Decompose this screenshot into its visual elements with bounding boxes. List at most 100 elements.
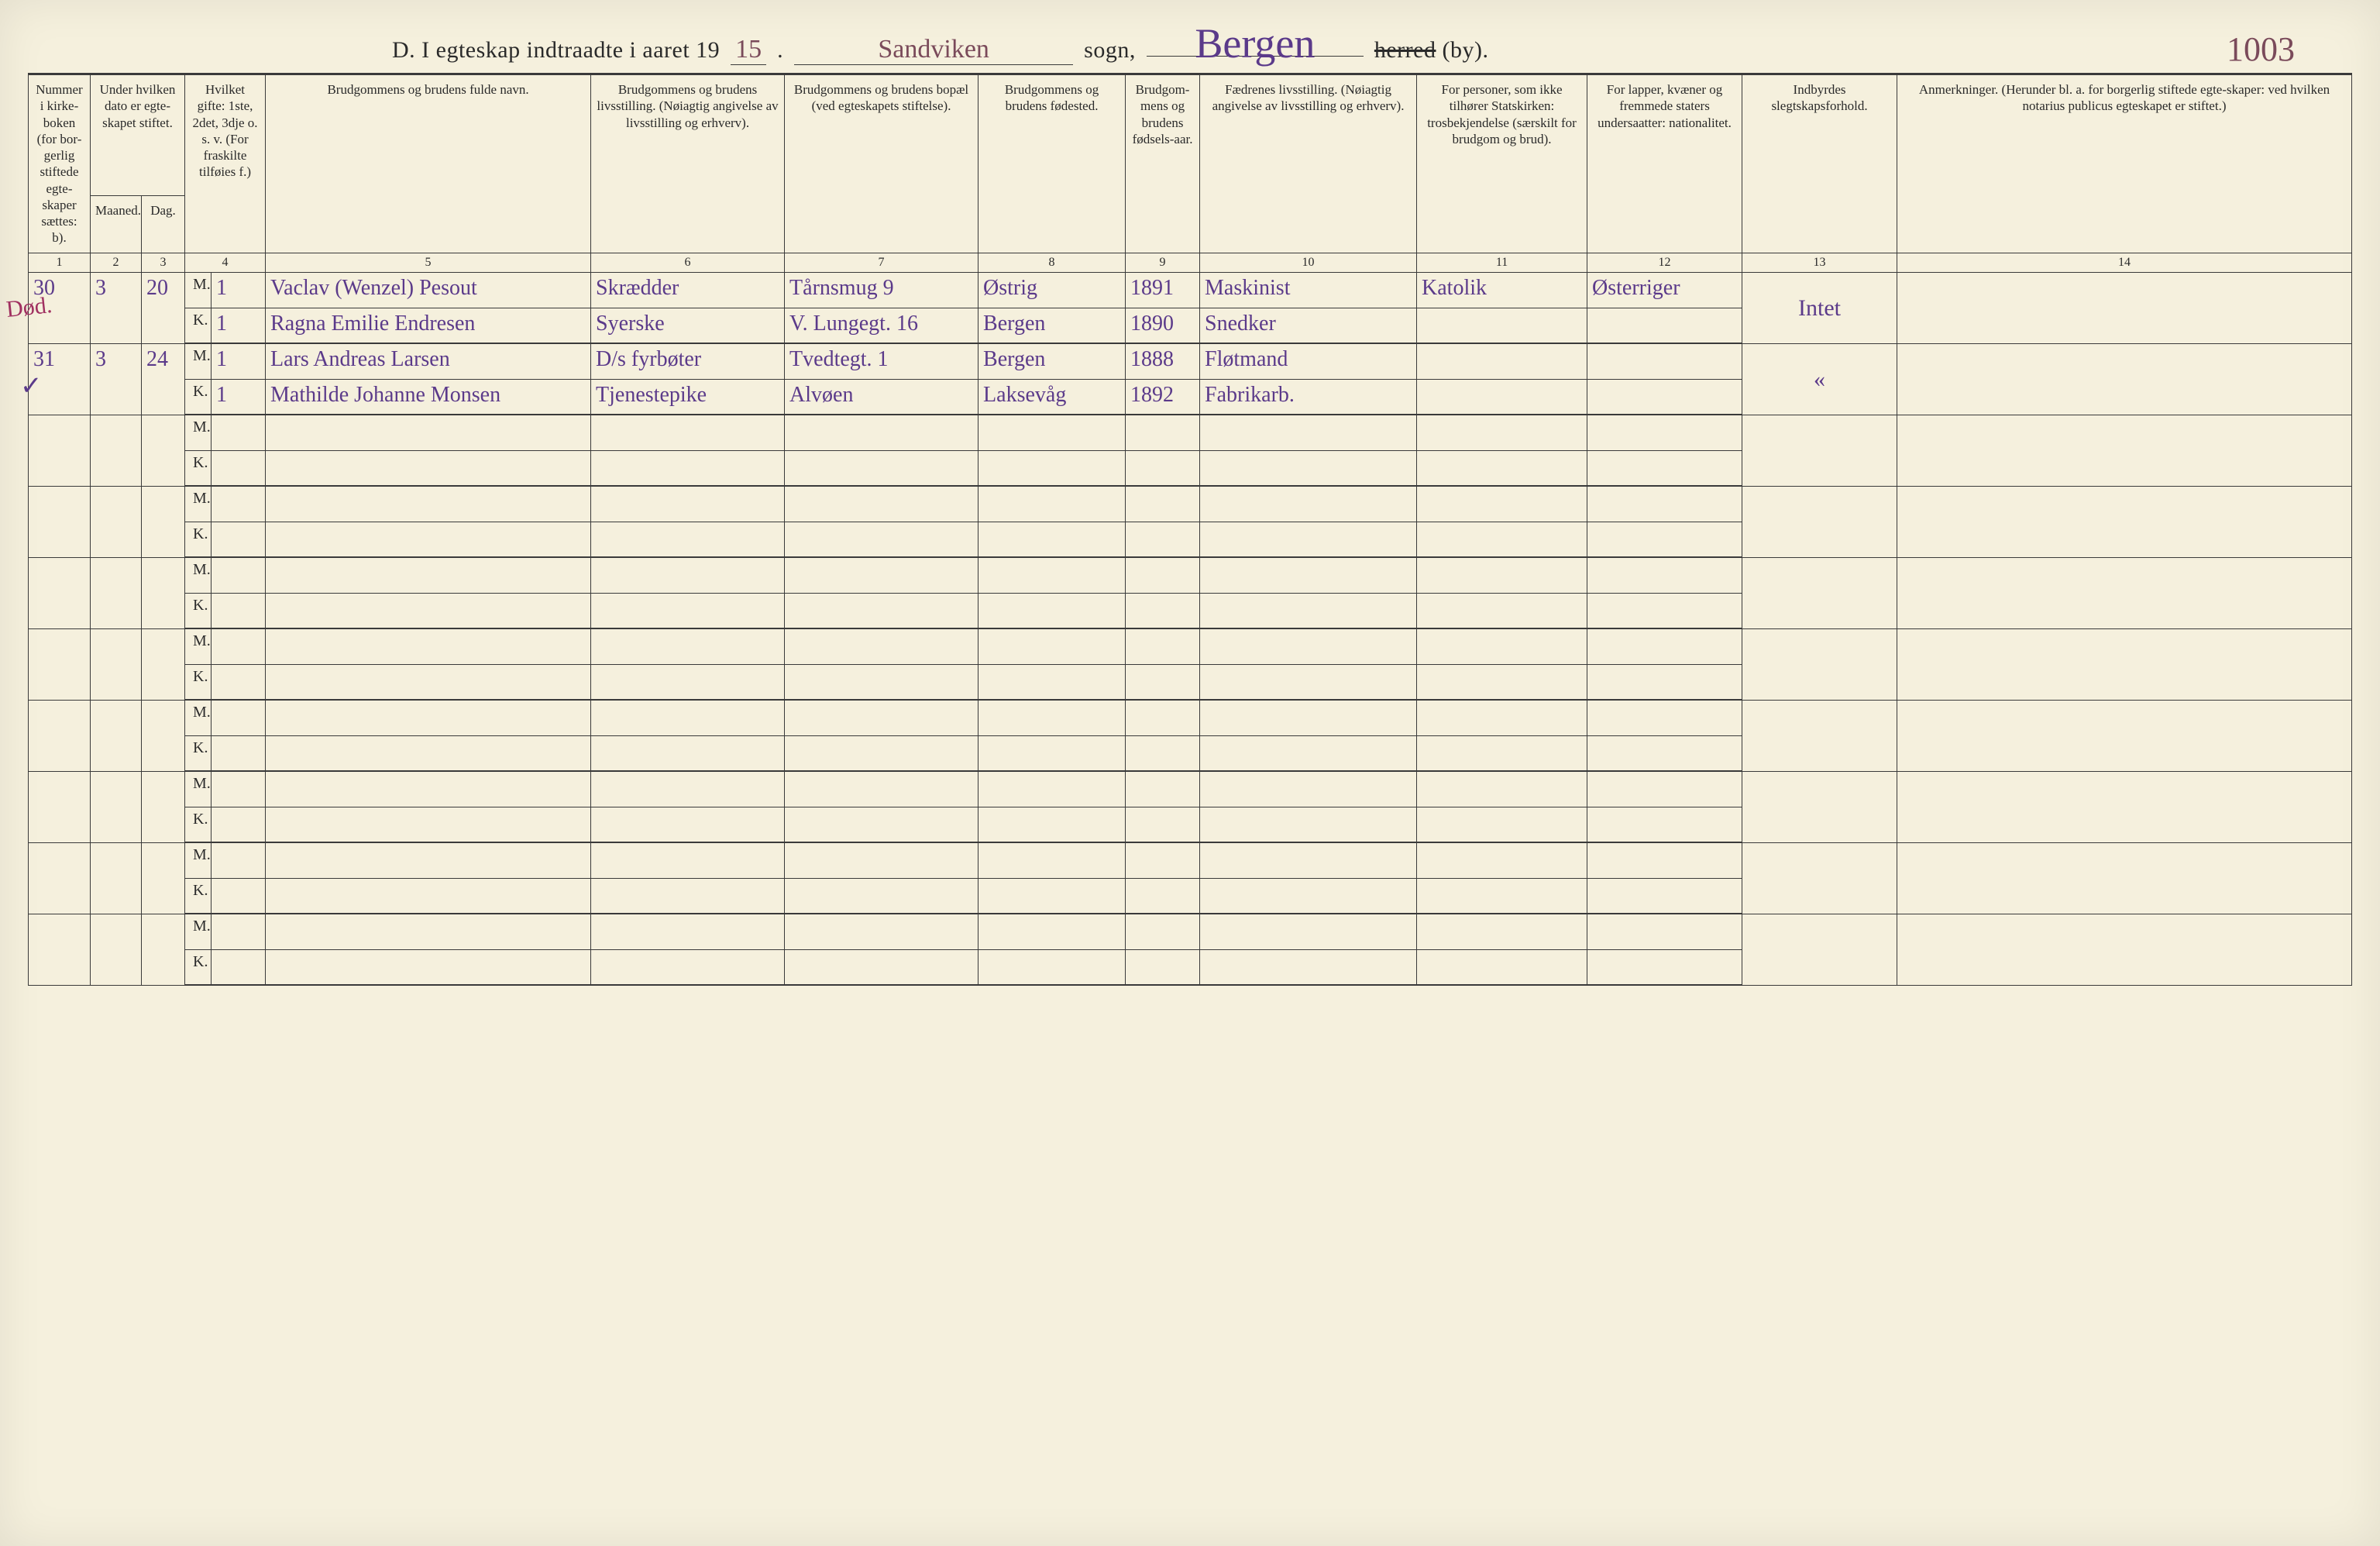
cell-fodested xyxy=(978,735,1126,771)
cell-navn: Mathilde Johanne Monsen xyxy=(266,379,591,415)
colnum-10: 10 xyxy=(1200,253,1417,272)
cell-aar: 1888 xyxy=(1126,343,1200,379)
cell-aar xyxy=(1126,807,1200,842)
cell-slekt xyxy=(1742,557,1897,628)
cell-navn xyxy=(266,486,591,522)
cell-navn xyxy=(266,450,591,486)
col-header-2b: Dag. xyxy=(142,195,185,253)
cell-gifte xyxy=(212,450,266,486)
cell-anm xyxy=(1897,771,2352,842)
cell-dag: 20 xyxy=(142,272,185,343)
title-herred-strike: herred xyxy=(1374,37,1436,63)
table-body: 30320M.1Vaclav (Wenzel) PesoutSkrædderTå… xyxy=(29,272,2352,985)
cell-far: Maskinist xyxy=(1200,272,1417,308)
cell-tros xyxy=(1417,415,1587,450)
colnum-12: 12 xyxy=(1587,253,1742,272)
cell-navn xyxy=(266,807,591,842)
cell-aar xyxy=(1126,522,1200,557)
cell-dag xyxy=(142,557,185,628)
table-row: M. xyxy=(29,914,2352,949)
margin-note-1: Død. xyxy=(5,292,53,323)
cell-fodested xyxy=(978,914,1126,949)
cell-slekt xyxy=(1742,486,1897,557)
cell-mk-m: M. xyxy=(185,842,212,878)
cell-num xyxy=(29,628,91,700)
cell-maaned: 3 xyxy=(91,272,142,343)
cell-tros xyxy=(1417,878,1587,914)
cell-stilling xyxy=(591,878,785,914)
cell-navn xyxy=(266,593,591,628)
cell-nation xyxy=(1587,379,1742,415)
cell-maaned xyxy=(91,771,142,842)
cell-aar xyxy=(1126,949,1200,985)
cell-mk-k: K. xyxy=(185,807,212,842)
cell-tros xyxy=(1417,379,1587,415)
cell-aar xyxy=(1126,628,1200,664)
colnum-14: 14 xyxy=(1897,253,2352,272)
cell-tros xyxy=(1417,628,1587,664)
cell-maaned xyxy=(91,486,142,557)
cell-nation xyxy=(1587,914,1742,949)
cell-far xyxy=(1200,450,1417,486)
cell-navn xyxy=(266,771,591,807)
colnum-2: 2 xyxy=(91,253,142,272)
table-row: M. xyxy=(29,557,2352,593)
cell-far xyxy=(1200,664,1417,700)
cell-num xyxy=(29,415,91,486)
title-prefix: D. I egteskap indtraadte i aaret 19 xyxy=(392,37,720,64)
colnum-4: 4 xyxy=(185,253,266,272)
cell-tros xyxy=(1417,343,1587,379)
cell-stilling: D/s fyrbøter xyxy=(591,343,785,379)
cell-bopel xyxy=(785,557,978,593)
cell-anm xyxy=(1897,914,2352,985)
cell-aar xyxy=(1126,450,1200,486)
cell-far xyxy=(1200,557,1417,593)
cell-gifte xyxy=(212,949,266,985)
cell-nation xyxy=(1587,308,1742,343)
cell-fodested xyxy=(978,807,1126,842)
cell-nation xyxy=(1587,735,1742,771)
cell-gifte xyxy=(212,735,266,771)
cell-navn: Ragna Emilie Endresen xyxy=(266,308,591,343)
cell-tros xyxy=(1417,949,1587,985)
cell-gifte xyxy=(212,664,266,700)
colnum-1: 1 xyxy=(29,253,91,272)
cell-fodested: Østrig xyxy=(978,272,1126,308)
cell-mk-m: M. xyxy=(185,628,212,664)
cell-far: Fabrikarb. xyxy=(1200,379,1417,415)
cell-gifte: 1 xyxy=(212,272,266,308)
cell-bopel: Tvedtegt. 1 xyxy=(785,343,978,379)
cell-gifte xyxy=(212,628,266,664)
cell-aar xyxy=(1126,415,1200,450)
cell-slekt xyxy=(1742,842,1897,914)
cell-nation xyxy=(1587,628,1742,664)
cell-bopel xyxy=(785,949,978,985)
cell-dag xyxy=(142,842,185,914)
cell-mk-m: M. xyxy=(185,700,212,735)
cell-dag: 24 xyxy=(142,343,185,415)
cell-far xyxy=(1200,486,1417,522)
cell-navn: Vaclav (Wenzel) Pesout xyxy=(266,272,591,308)
cell-bopel: V. Lungegt. 16 xyxy=(785,308,978,343)
title-herred: herred (by). xyxy=(1374,37,1489,64)
cell-tros xyxy=(1417,842,1587,878)
cell-mk-m: M. xyxy=(185,343,212,379)
cell-tros xyxy=(1417,593,1587,628)
colnum-13: 13 xyxy=(1742,253,1897,272)
col-header-2a: Maaned. xyxy=(91,195,142,253)
cell-bopel xyxy=(785,486,978,522)
cell-stilling xyxy=(591,664,785,700)
cell-fodested xyxy=(978,878,1126,914)
cell-far: Snedker xyxy=(1200,308,1417,343)
cell-gifte: 1 xyxy=(212,343,266,379)
cell-tros xyxy=(1417,807,1587,842)
cell-slekt xyxy=(1742,628,1897,700)
cell-gifte xyxy=(212,486,266,522)
cell-stilling xyxy=(591,700,785,735)
cell-far xyxy=(1200,807,1417,842)
cell-fodested xyxy=(978,415,1126,450)
cell-gifte xyxy=(212,771,266,807)
cell-aar xyxy=(1126,914,1200,949)
cell-anm xyxy=(1897,415,2352,486)
col-header-13: Indbyrdes slegtskapsforhold. xyxy=(1742,75,1897,253)
